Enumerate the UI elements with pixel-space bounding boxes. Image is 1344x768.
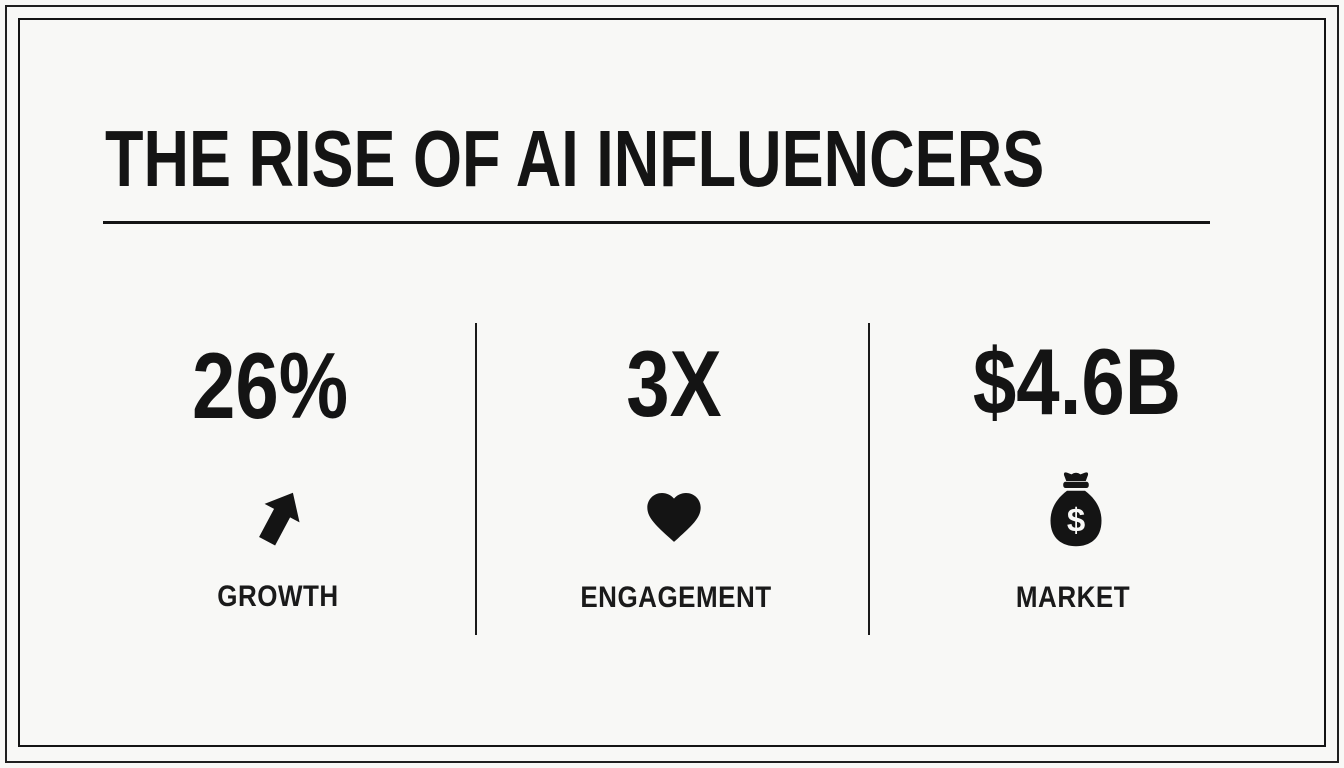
money-bag-icon: $: [1046, 470, 1106, 552]
money-bag-dollar-glyph: $: [1067, 501, 1085, 538]
column-divider-1: [475, 323, 477, 635]
page-title: THE RISE OF AI INFLUENCERS: [105, 114, 1044, 203]
stat-value-market: $4.6B: [972, 328, 1182, 435]
growth-arrow-icon: [247, 481, 313, 553]
stat-label-engagement: ENGAGEMENT: [580, 579, 772, 614]
stat-value-growth: 26%: [191, 332, 349, 439]
column-divider-2: [868, 323, 870, 635]
stat-label-market: MARKET: [1015, 579, 1131, 614]
stat-value-engagement: 3X: [626, 330, 722, 437]
stat-label-growth: GROWTH: [217, 578, 339, 613]
page-title-text: THE RISE OF AI INFLUENCERS: [105, 115, 1045, 204]
heart-icon: [640, 485, 708, 549]
title-underline: [103, 221, 1210, 224]
